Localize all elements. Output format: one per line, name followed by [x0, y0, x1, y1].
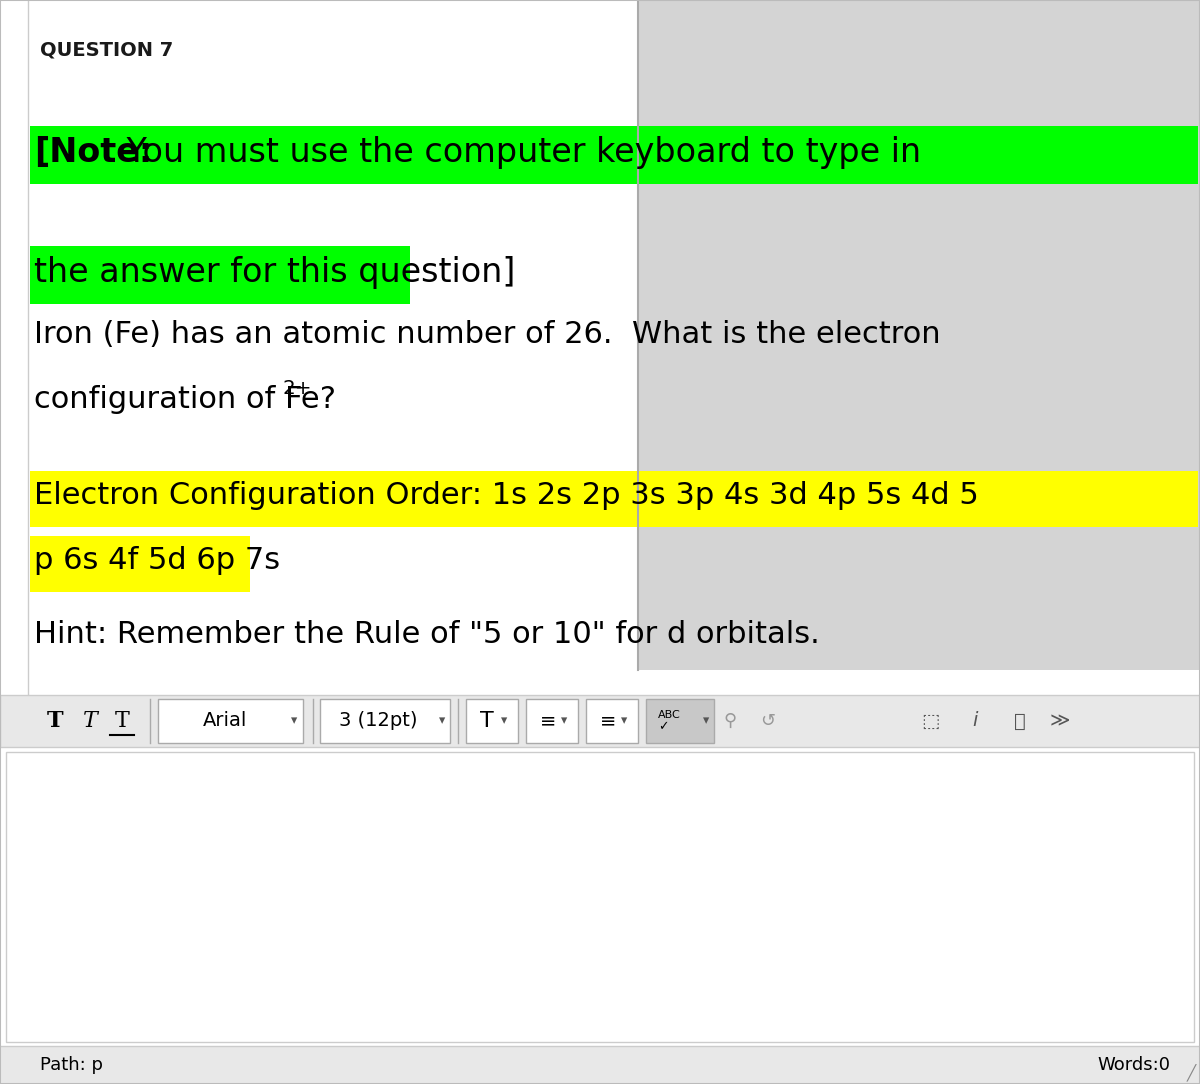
- Text: ✓: ✓: [658, 721, 668, 734]
- Text: ≡: ≡: [540, 711, 557, 731]
- Text: ▾: ▾: [439, 714, 445, 727]
- FancyBboxPatch shape: [30, 126, 1198, 184]
- FancyBboxPatch shape: [30, 246, 410, 304]
- Text: ⚲: ⚲: [724, 712, 737, 730]
- FancyBboxPatch shape: [646, 699, 714, 743]
- FancyBboxPatch shape: [158, 699, 302, 743]
- Text: ▾: ▾: [703, 714, 709, 727]
- FancyBboxPatch shape: [30, 472, 1198, 527]
- Text: p 6s 4f 5d 6p 7s: p 6s 4f 5d 6p 7s: [34, 546, 280, 575]
- FancyBboxPatch shape: [586, 699, 638, 743]
- Text: 3 (12pt): 3 (12pt): [338, 711, 418, 731]
- Text: Words:0: Words:0: [1097, 1056, 1170, 1074]
- Text: 2+: 2+: [282, 379, 312, 398]
- Text: ▾: ▾: [290, 714, 298, 727]
- Text: ≫: ≫: [1050, 711, 1070, 731]
- Text: Path: p: Path: p: [40, 1056, 103, 1074]
- Text: ▾: ▾: [500, 714, 508, 727]
- FancyBboxPatch shape: [6, 752, 1194, 1042]
- Text: ↺: ↺: [761, 712, 775, 730]
- Text: QUESTION 7: QUESTION 7: [40, 40, 173, 59]
- Text: configuration of Fe: configuration of Fe: [34, 385, 319, 414]
- Text: Electron Configuration Order: 1s 2s 2p 3s 3p 4s 3d 4p 5s 4d 5: Electron Configuration Order: 1s 2s 2p 3…: [34, 481, 979, 509]
- FancyBboxPatch shape: [30, 535, 250, 592]
- Text: T: T: [114, 710, 130, 732]
- FancyBboxPatch shape: [320, 699, 450, 743]
- Text: T: T: [480, 711, 493, 731]
- Text: ▾: ▾: [620, 714, 628, 727]
- Text: Hint: Remember the Rule of "5 or 10" for d orbitals.: Hint: Remember the Rule of "5 or 10" for…: [34, 620, 820, 649]
- Text: T: T: [47, 710, 64, 732]
- Text: ?: ?: [310, 385, 336, 414]
- Text: ▾: ▾: [560, 714, 568, 727]
- FancyBboxPatch shape: [638, 0, 1200, 670]
- Text: ABC: ABC: [658, 710, 680, 720]
- Text: ⛶: ⛶: [1014, 711, 1026, 731]
- FancyBboxPatch shape: [0, 1046, 1200, 1084]
- Text: Iron (Fe) has an atomic number of 26.  What is the electron: Iron (Fe) has an atomic number of 26. Wh…: [34, 320, 941, 349]
- Text: i: i: [972, 711, 978, 731]
- Text: the answer for this question]: the answer for this question]: [34, 256, 515, 289]
- Text: ╱: ╱: [1187, 1064, 1196, 1082]
- Text: ≡: ≡: [600, 711, 617, 731]
- FancyBboxPatch shape: [466, 699, 518, 743]
- Text: You must use the computer keyboard to type in: You must use the computer keyboard to ty…: [116, 136, 922, 169]
- FancyBboxPatch shape: [526, 699, 578, 743]
- Text: ⬚: ⬚: [920, 711, 940, 731]
- FancyBboxPatch shape: [0, 695, 1200, 747]
- Text: T: T: [83, 710, 97, 732]
- Text: [Note:: [Note:: [34, 136, 152, 169]
- Text: Arial: Arial: [203, 711, 247, 731]
